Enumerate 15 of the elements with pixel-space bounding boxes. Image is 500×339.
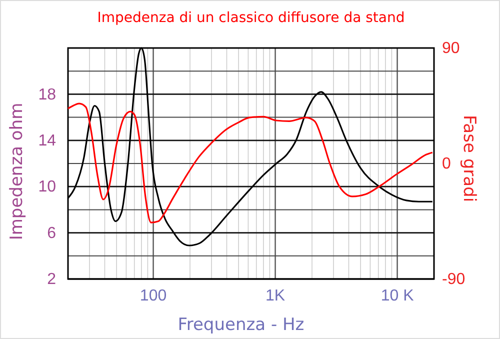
y-axis-title: Impedenza ohm: [7, 102, 27, 240]
x-axis-title: Frequenza - Hz: [178, 315, 304, 335]
y-tick-label: 10: [38, 178, 56, 196]
x-tick-label: 1K: [265, 287, 286, 304]
chart-title: Impedenza di un classico diffusore da stand: [97, 10, 405, 26]
y-tick-label: 14: [38, 132, 56, 150]
y-tick-label: 6: [47, 224, 56, 242]
y2-tick-label: 0: [442, 156, 451, 173]
y2-axis-title: Fase gradi: [459, 114, 479, 202]
y2-tick-label: 90: [442, 40, 460, 58]
y-tick-label: 18: [38, 86, 56, 104]
x-tick-label: 100: [140, 287, 167, 304]
x-tick-label: 10 K: [380, 287, 414, 304]
y2-tick-label: -90: [442, 271, 466, 288]
y-tick-label: 2: [47, 271, 56, 288]
